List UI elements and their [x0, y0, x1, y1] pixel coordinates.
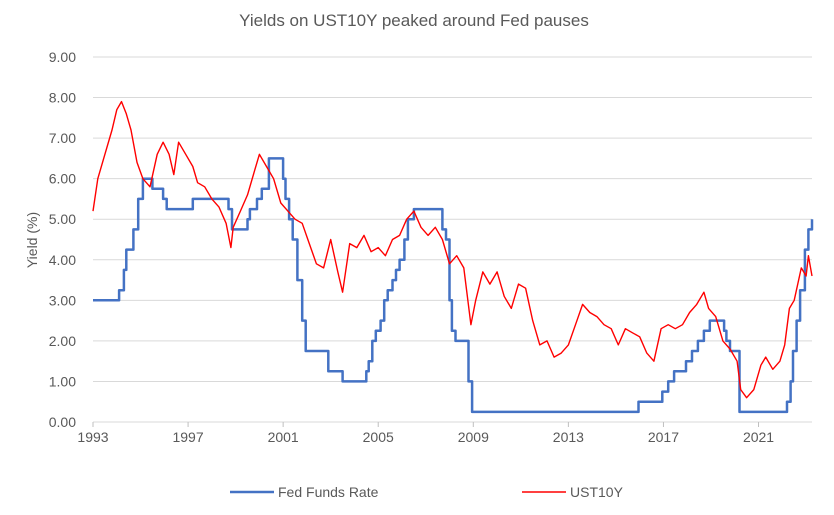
x-tick-label: 2009	[458, 429, 489, 445]
y-axis-title: Yield (%)	[24, 212, 40, 268]
y-tick-label: 7.00	[49, 130, 76, 146]
y-tick-label: 8.00	[49, 90, 76, 106]
x-tick-label: 2005	[363, 429, 394, 445]
legend-label: Fed Funds Rate	[278, 484, 379, 500]
x-tick-label: 2001	[268, 429, 299, 445]
y-tick-label: 2.00	[49, 333, 76, 349]
y-tick-label: 6.00	[49, 171, 76, 187]
legend: Fed Funds Rate UST10Y	[230, 484, 624, 500]
y-axis-ticks: 0.00 1.00 2.00 3.00 4.00 5.00 6.00 7.00 8.00 9.00	[49, 49, 76, 430]
x-axis-ticks: 1993 1997 2001 2005 2009 2013 2017 2021	[77, 422, 774, 445]
series-lines	[92, 100, 814, 414]
x-tick-label: 2013	[553, 429, 584, 445]
y-tick-label: 1.00	[49, 373, 76, 389]
series-line-fed-funds-rate	[93, 157, 814, 414]
y-tick-label: 0.00	[49, 414, 76, 430]
y-tick-label: 4.00	[49, 252, 76, 268]
series-line-ust10y	[92, 100, 813, 399]
y-tick-label: 3.00	[49, 292, 76, 308]
y-tick-label: 5.00	[49, 211, 76, 227]
gridlines	[93, 56, 812, 423]
x-tick-label: 1993	[77, 429, 108, 445]
x-tick-label: 2021	[743, 429, 774, 445]
x-tick-label: 2017	[648, 429, 679, 445]
x-tick-label: 1997	[172, 429, 203, 445]
chart-title: Yields on UST10Y peaked around Fed pause…	[239, 11, 589, 30]
legend-label: UST10Y	[570, 484, 624, 500]
y-tick-label: 9.00	[49, 49, 76, 65]
